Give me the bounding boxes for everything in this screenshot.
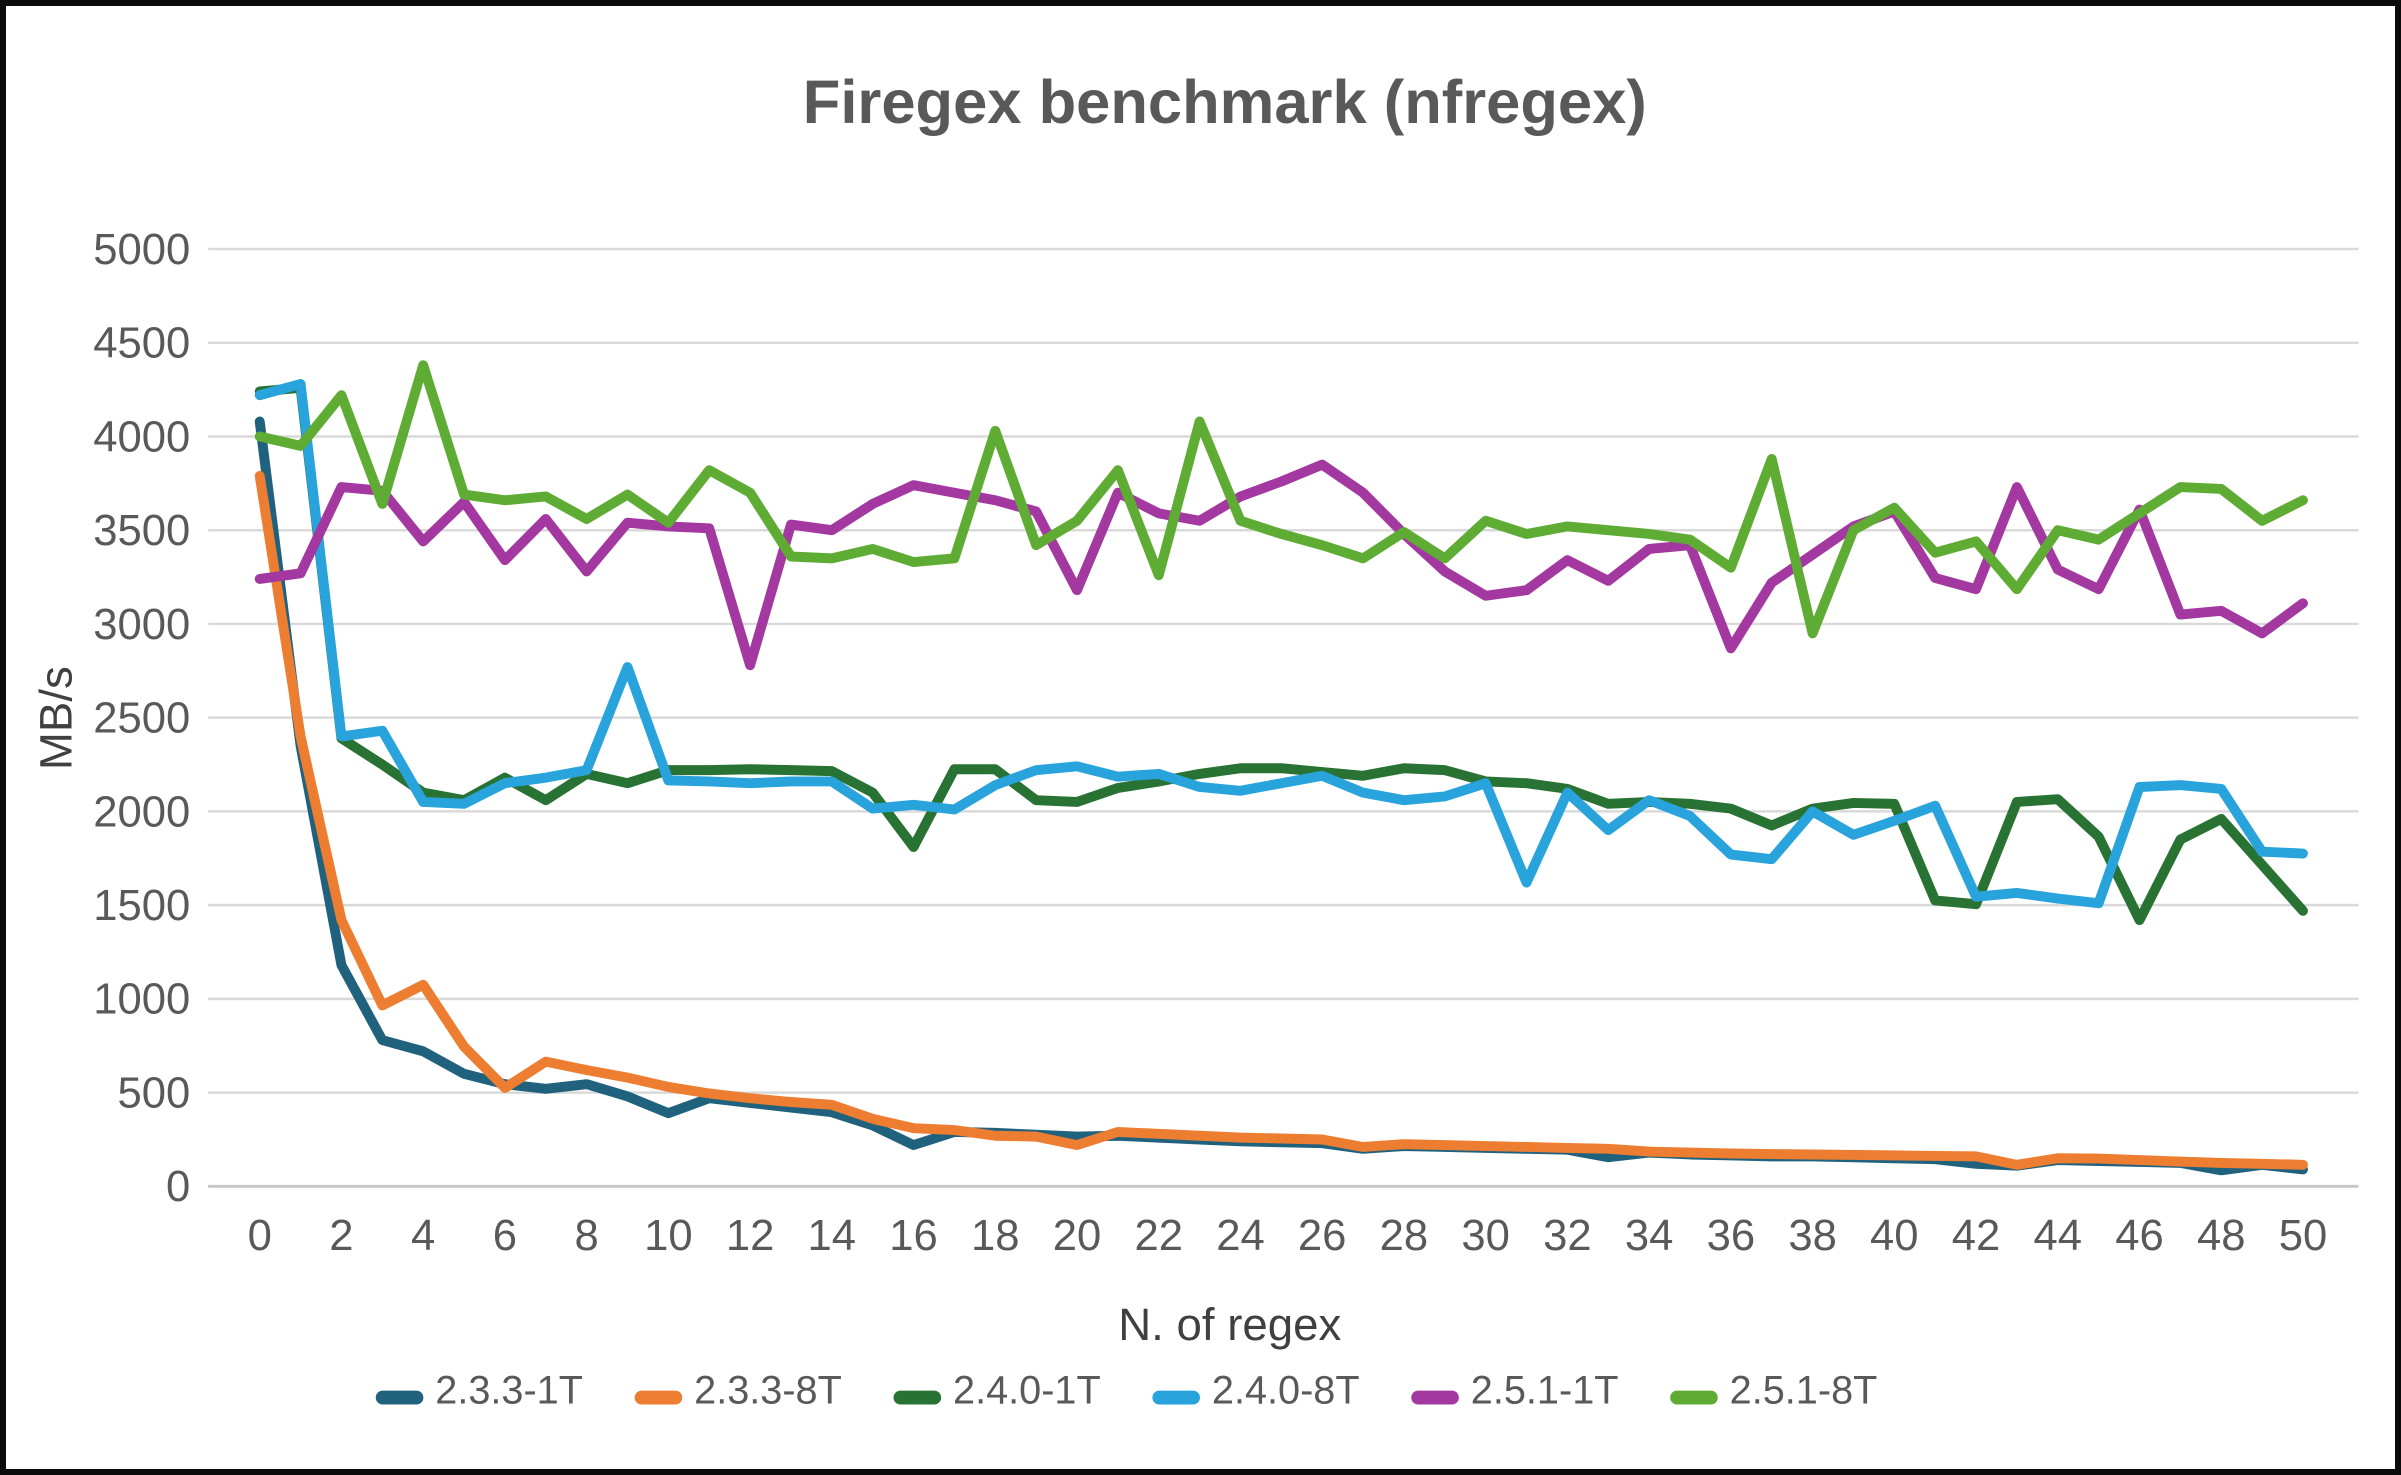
legend-label-2.5.1-1T: 2.5.1-1T (1471, 1369, 1619, 1413)
legend-label-2.4.0-8T: 2.4.0-8T (1212, 1369, 1360, 1413)
x-tick-label-20: 20 (1053, 1211, 1102, 1260)
series-line-2.5.1-8T (254, 360, 2308, 639)
y-axis-tick-labels: 0 500 1000 1500 2000 2500 3000 3500 4000 4500 5000 (93, 225, 190, 1211)
legend-label-2.5.1-8T: 2.5.1-8T (1730, 1369, 1878, 1413)
y-tick-label-1500: 1500 (93, 881, 190, 930)
legend-item-2.3.3-1T: 2.3.3-1T (375, 1369, 583, 1413)
y-axis-title: MB/s (30, 666, 81, 770)
series-line-2.4.0-8T (254, 379, 2308, 909)
legend-item-2.4.0-8T: 2.4.0-8T (1152, 1369, 1360, 1413)
series-line-2.3.3-8T (254, 470, 2308, 1170)
x-tick-label-0: 0 (248, 1211, 272, 1260)
x-tick-label-6: 6 (493, 1211, 517, 1260)
x-tick-label-30: 30 (1461, 1211, 1510, 1260)
legend-label-2.3.3-1T: 2.3.3-1T (435, 1369, 583, 1413)
x-tick-label-44: 44 (2034, 1211, 2083, 1260)
y-tick-label-2500: 2500 (93, 694, 190, 743)
series-line-2.4.0-1T (254, 382, 2308, 926)
x-tick-label-46: 46 (2115, 1211, 2164, 1260)
legend-item-2.5.1-8T: 2.5.1-8T (1670, 1369, 1877, 1413)
y-tick-label-1000: 1000 (93, 975, 190, 1024)
x-tick-label-16: 16 (889, 1211, 938, 1260)
chart-title: Firegex benchmark (nfregex) (803, 68, 1647, 137)
x-tick-label-40: 40 (1870, 1211, 1919, 1260)
x-tick-label-18: 18 (971, 1211, 1020, 1260)
series-line-2.5.1-1T (254, 459, 2308, 671)
legend-swatch-2.3.3-8T (634, 1390, 683, 1405)
y-tick-label-500: 500 (117, 1068, 190, 1117)
x-tick-label-50: 50 (2279, 1211, 2328, 1260)
x-tick-label-34: 34 (1625, 1211, 1674, 1260)
x-tick-label-26: 26 (1298, 1211, 1347, 1260)
y-tick-label-3500: 3500 (93, 506, 190, 555)
x-axis-title: N. of regex (1118, 1299, 1341, 1350)
legend-swatch-2.4.0-8T (1152, 1390, 1201, 1405)
legend-swatch-2.4.0-1T (893, 1390, 942, 1405)
x-tick-label-48: 48 (2197, 1211, 2246, 1260)
legend-label-2.4.0-1T: 2.4.0-1T (953, 1369, 1101, 1413)
x-tick-label-36: 36 (1707, 1211, 1756, 1260)
x-tick-label-14: 14 (808, 1211, 857, 1260)
y-tick-label-0: 0 (166, 1162, 190, 1211)
legend-item-2.5.1-1T: 2.5.1-1T (1411, 1369, 1618, 1413)
legend-label-2.3.3-8T: 2.3.3-8T (694, 1369, 842, 1413)
x-tick-label-2: 2 (329, 1211, 353, 1260)
x-tick-label-12: 12 (726, 1211, 775, 1260)
legend-swatch-2.5.1-1T (1411, 1390, 1459, 1405)
gridlines (208, 247, 2359, 1188)
legend-swatch-2.3.3-1T (375, 1390, 424, 1405)
y-tick-label-2000: 2000 (93, 787, 190, 836)
legend-item-2.3.3-8T: 2.3.3-8T (634, 1369, 842, 1413)
x-tick-label-38: 38 (1788, 1211, 1837, 1260)
x-axis-tick-labels: 0 2 4 6 8 10 12 14 16 18 20 22 24 26 28 30 32 34 36 38 40 42 4… (248, 1211, 2328, 1260)
data-series-lines (254, 360, 2308, 1176)
x-tick-label-32: 32 (1543, 1211, 1592, 1260)
legend-swatch-2.5.1-8T (1670, 1390, 1718, 1405)
legend-item-2.4.0-1T: 2.4.0-1T (893, 1369, 1101, 1413)
y-tick-label-5000: 5000 (93, 225, 190, 274)
line-chart: 0500100015002000250030003500400045005000… (30, 68, 2359, 1413)
legend: 2.3.3-1T 2.3.3-8T 2.4.0-1T 2.4.0-8T 2.5.1-1T… (375, 1369, 1877, 1413)
x-tick-label-10: 10 (644, 1211, 693, 1260)
y-tick-label-4500: 4500 (93, 319, 190, 368)
x-tick-label-24: 24 (1216, 1211, 1265, 1260)
y-tick-label-4000: 4000 (93, 412, 190, 461)
x-tick-label-42: 42 (1952, 1211, 2001, 1260)
x-tick-label-4: 4 (411, 1211, 435, 1260)
y-tick-label-3000: 3000 (93, 600, 190, 649)
x-tick-label-28: 28 (1380, 1211, 1429, 1260)
x-tick-label-8: 8 (575, 1211, 599, 1260)
x-tick-label-22: 22 (1134, 1211, 1183, 1260)
